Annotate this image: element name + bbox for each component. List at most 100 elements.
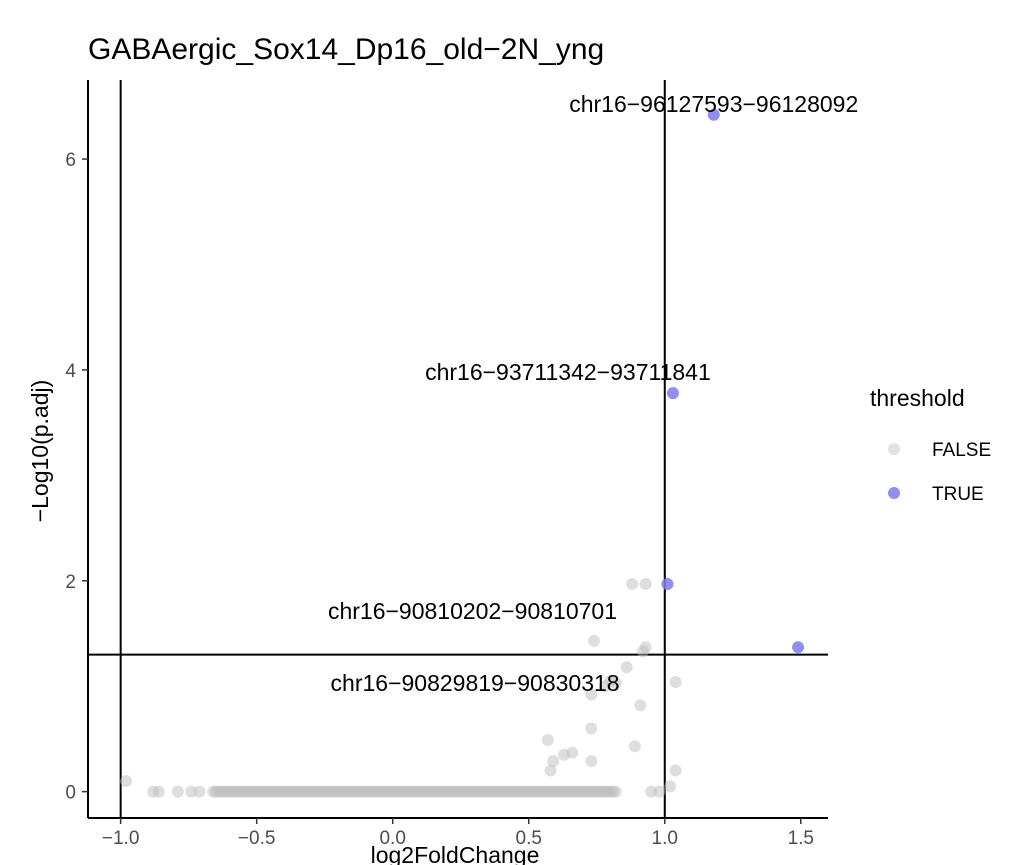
data-point-false <box>609 677 622 690</box>
data-point-false <box>263 785 276 798</box>
data-point-false <box>274 785 287 798</box>
x-tick-label: 1.5 <box>788 828 814 849</box>
axes: −1.0 −0.5 0.0 0.5 1.0 1.5 0 2 4 6 <box>65 80 828 849</box>
data-point-false <box>335 785 348 798</box>
data-point-false <box>453 785 466 798</box>
y-tick-label: 4 <box>65 361 76 382</box>
data-point-false <box>446 785 459 798</box>
data-point-false <box>516 785 529 798</box>
data-point-false <box>669 764 682 777</box>
data-point-false <box>228 785 241 798</box>
legend-label-false: FALSE <box>932 440 991 461</box>
data-point-false <box>540 785 553 798</box>
data-point-true <box>792 641 805 654</box>
data-point-false <box>292 785 305 798</box>
x-tick-label: 0.5 <box>516 828 542 849</box>
data-point-false <box>544 764 557 777</box>
data-point-false <box>326 785 339 798</box>
data-point-false <box>547 755 560 768</box>
data-point-false <box>426 785 439 798</box>
data-point-false <box>294 785 307 798</box>
data-point-false <box>329 785 342 798</box>
legend-key-true <box>888 487 900 499</box>
data-point-false <box>171 785 184 798</box>
x-tick-label: −0.5 <box>238 828 276 849</box>
data-point-false <box>474 785 487 798</box>
data-point-false <box>566 785 579 798</box>
data-point-false <box>603 785 616 798</box>
data-point-false <box>463 785 476 798</box>
legend-title: threshold <box>870 385 965 411</box>
data-point-false <box>298 785 311 798</box>
data-point-false <box>572 785 585 798</box>
data-point-false <box>596 785 609 798</box>
data-point-false <box>585 755 598 768</box>
data-point-false <box>324 785 337 798</box>
data-point-false <box>492 785 505 798</box>
data-point-false <box>218 785 231 798</box>
data-point-false <box>544 785 557 798</box>
data-point-false <box>215 785 228 798</box>
data-point-false <box>653 785 666 798</box>
data-point-false <box>542 785 555 798</box>
data-point-false <box>583 785 596 798</box>
data-point-false <box>405 785 418 798</box>
data-point-false <box>409 785 422 798</box>
data-point-false <box>588 785 601 798</box>
data-point-false <box>455 785 468 798</box>
data-point-false <box>564 785 577 798</box>
point-label: chr16−90829819−90830318 <box>331 670 620 696</box>
data-point-false <box>296 785 309 798</box>
data-point-false <box>574 785 587 798</box>
data-point-false <box>213 785 226 798</box>
data-point-false <box>237 785 250 798</box>
data-point-false <box>505 785 518 798</box>
data-point-false <box>468 785 481 798</box>
data-point-false <box>363 785 376 798</box>
data-point-false <box>585 785 598 798</box>
data-point-false <box>346 785 359 798</box>
data-point-false <box>152 785 165 798</box>
data-point-false <box>333 785 346 798</box>
x-axis-label: log2FoldChange <box>371 842 540 865</box>
data-point-false <box>479 785 492 798</box>
data-point-false <box>283 785 296 798</box>
data-point-false <box>448 785 461 798</box>
data-point-false <box>553 785 566 798</box>
data-point-false <box>507 785 520 798</box>
data-point-false <box>541 733 554 746</box>
data-point-false <box>193 785 206 798</box>
data-point-false <box>287 785 300 798</box>
data-point-false <box>555 785 568 798</box>
data-point-false <box>389 785 402 798</box>
data-point-false <box>639 577 652 590</box>
data-point-false <box>211 785 224 798</box>
data-point-false <box>220 785 233 798</box>
point-label: chr16−90810202−90810701 <box>328 598 617 624</box>
data-point-false <box>537 785 550 798</box>
data-point-false <box>533 785 546 798</box>
data-point-false <box>485 785 498 798</box>
data-point-false <box>509 785 522 798</box>
data-point-false <box>250 785 263 798</box>
data-point-false <box>559 785 572 798</box>
data-point-false <box>361 785 374 798</box>
data-point-false <box>224 785 237 798</box>
data-point-false <box>431 785 444 798</box>
data-point-false <box>222 785 235 798</box>
x-tick-label: 0.0 <box>379 828 405 849</box>
data-point-false <box>459 785 472 798</box>
data-point-false <box>246 785 259 798</box>
data-point-false <box>307 785 320 798</box>
y-tick-label: 6 <box>65 150 76 171</box>
data-point-false <box>494 785 507 798</box>
data-point-false <box>281 785 294 798</box>
data-point-false <box>561 785 574 798</box>
data-point-false <box>429 785 442 798</box>
data-point-false <box>461 785 474 798</box>
data-point-false <box>120 775 133 788</box>
data-point-false <box>440 785 453 798</box>
data-point-false <box>531 785 544 798</box>
data-point-false <box>368 785 381 798</box>
